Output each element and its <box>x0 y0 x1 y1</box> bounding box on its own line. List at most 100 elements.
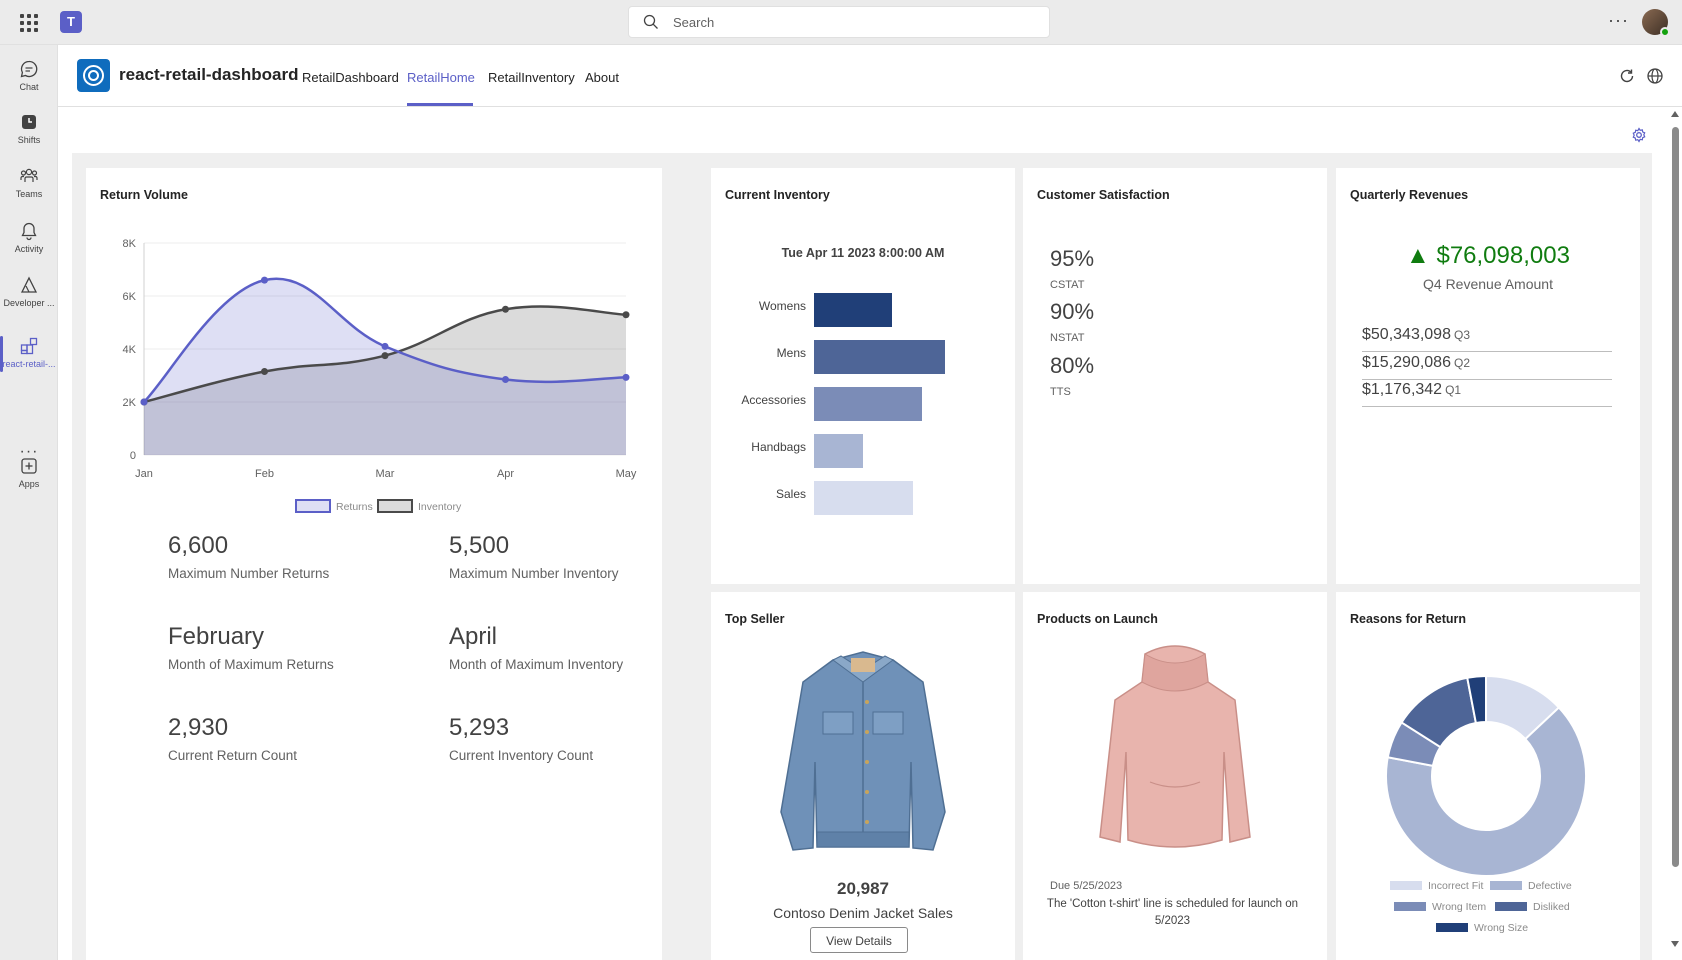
rail-label: Developer ... <box>3 298 55 308</box>
cs-value: 90% <box>1050 299 1095 324</box>
inventory-date: Tue Apr 11 2023 8:00:00 AM <box>781 246 945 260</box>
more-apps-icon[interactable]: ··· <box>19 443 39 460</box>
products-on-launch-card: Products on Launch Due 5/25/2023 The 'Co… <box>1023 592 1327 960</box>
inventory-bar-chart: Womens Mens Accessories Handbags Sales <box>741 293 945 515</box>
quarterly-revenues-card: Quarterly Revenues ▲ $76,098,003 Q4 Reve… <box>1336 168 1640 584</box>
rail-label: Teams <box>15 189 43 199</box>
app-logo-icon <box>77 59 110 92</box>
teams-logo-icon: T <box>60 11 82 33</box>
tab-retail-inventory[interactable]: RetailInventory <box>488 70 575 85</box>
stat-value: February <box>168 623 265 650</box>
legend-swatch <box>1394 902 1426 911</box>
settings-gear-icon[interactable] <box>1631 127 1647 143</box>
revenue-row: $15,290,086 Q2 <box>1362 354 1612 380</box>
app-content: Return Volume 0 2K 4K 6K 8K Jan Feb Mar Apr May Re… <box>58 107 1682 960</box>
search-placeholder: Search <box>673 15 715 30</box>
q4-revenue-label: Q4 Revenue Amount <box>1423 276 1553 292</box>
stat-value: 6,600 <box>168 532 229 559</box>
top-seller-count: 20,987 <box>837 879 889 898</box>
search-input[interactable]: Search <box>628 6 1050 38</box>
rail-item-developer-portal[interactable]: Developer ... <box>0 267 58 319</box>
rail-label: Apps <box>18 479 40 489</box>
legend-swatch <box>1495 902 1527 911</box>
legend-label: Incorrect Fit <box>1428 880 1484 892</box>
rail-item-react-retail[interactable]: react-retail-... <box>0 328 58 380</box>
data-point <box>381 352 389 360</box>
app-rail: Chat Shifts Teams Activity Developer ...… <box>0 45 58 960</box>
legend-swatch <box>1490 881 1522 890</box>
rail-item-chat[interactable]: Chat <box>0 51 58 103</box>
active-tab-indicator <box>407 103 473 106</box>
rail-item-activity[interactable]: Activity <box>0 213 58 265</box>
x-tick-label: Mar <box>376 468 395 480</box>
stat-label: Maximum Number Inventory <box>449 566 619 581</box>
cs-value: 80% <box>1050 353 1095 378</box>
rail-label: react-retail-... <box>2 359 56 369</box>
legend-label: Disliked <box>1533 901 1570 913</box>
globe-icon[interactable] <box>1646 67 1664 85</box>
add-apps-icon <box>21 458 37 474</box>
top-seller-name: Contoso Denim Jacket Sales <box>773 905 953 921</box>
revenue-row: $1,176,342 Q1 <box>1362 381 1612 407</box>
return-volume-chart: 0 2K 4K 6K 8K Jan Feb Mar Apr May Returns Inventory <box>123 238 637 513</box>
y-tick-label: 4K <box>123 344 137 356</box>
tab-retail-dashboard[interactable]: RetailDashboard <box>302 70 399 85</box>
app-launcher-icon[interactable] <box>18 12 40 34</box>
view-details-button[interactable]: View Details <box>810 927 908 953</box>
bar-category-label: Womens <box>759 299 806 313</box>
tab-retail-home[interactable]: RetailHome <box>407 70 475 85</box>
data-point <box>502 375 509 383</box>
scroll-up-icon[interactable] <box>1671 111 1679 117</box>
data-point <box>261 276 268 284</box>
search-icon <box>643 14 658 29</box>
inventory-bar <box>814 434 863 468</box>
donut-slice <box>1466 674 1487 725</box>
card-title: Customer Satisfaction <box>1037 188 1170 202</box>
more-options-icon[interactable]: ··· <box>1608 10 1629 30</box>
q4-revenue-value: ▲ $76,098,003 <box>1406 242 1570 269</box>
y-tick-label: 8K <box>123 238 137 250</box>
refresh-icon[interactable] <box>1618 67 1636 85</box>
stat-value: 5,293 <box>449 714 510 741</box>
bar-category-label: Handbags <box>751 440 806 454</box>
dashboard-grid: Return Volume 0 2K 4K 6K 8K Jan Feb Mar Apr May Re… <box>72 153 1652 960</box>
scrollbar-thumb[interactable] <box>1672 127 1679 867</box>
legend-label: Inventory <box>418 501 462 513</box>
data-point <box>140 398 148 406</box>
app-grid-icon <box>20 337 38 355</box>
bar-category-label: Sales <box>776 487 806 501</box>
x-tick-label: Feb <box>255 468 274 480</box>
vertical-scrollbar[interactable] <box>1669 107 1682 960</box>
revenue-value: $1,176,342 <box>1362 381 1443 398</box>
stat-label: Month of Maximum Inventory <box>449 657 624 672</box>
customer-satisfaction-card: Customer Satisfaction 95% CSTAT 90% NSTA… <box>1023 168 1327 584</box>
rail-label: Activity <box>14 244 44 254</box>
teams-icon <box>20 168 38 182</box>
bar-category-label: Mens <box>777 346 806 360</box>
revenue-row: $50,343,098 Q3 <box>1362 326 1612 352</box>
scroll-down-icon[interactable] <box>1671 941 1679 947</box>
stat-label: Current Inventory Count <box>449 748 594 763</box>
rail-item-teams[interactable]: Teams <box>0 158 58 210</box>
launch-description: The 'Cotton t-shirt' line is scheduled f… <box>1046 898 1299 927</box>
reasons-donut-chart: Incorrect Fit Defective Wrong Item Disliked… <box>1385 674 1587 934</box>
revenue-value: $50,343,098 <box>1362 326 1451 343</box>
user-avatar[interactable] <box>1642 9 1670 37</box>
top-seller-card: Top Seller 20,987 Contoso Denim Jacket S… <box>711 592 1015 960</box>
return-volume-card: Return Volume 0 2K 4K 6K 8K Jan Feb Mar Apr May Re… <box>86 168 662 960</box>
y-tick-label: 2K <box>123 397 137 409</box>
legend-label: Wrong Size <box>1474 922 1528 934</box>
revenue-quarter: Q3 <box>1453 328 1470 342</box>
launch-due-date: Due 5/25/2023 <box>1050 880 1123 892</box>
stat-value: 2,930 <box>168 714 229 741</box>
series-line <box>143 277 627 403</box>
rail-item-shifts[interactable]: Shifts <box>0 104 58 156</box>
app-title: react-retail-dashboard <box>119 65 299 84</box>
rail-item-apps[interactable]: Apps <box>0 448 58 500</box>
revenue-quarter: Q2 <box>1453 356 1470 370</box>
tab-about[interactable]: About <box>585 70 619 85</box>
cs-label: TTS <box>1050 386 1071 398</box>
donut-slice <box>1385 706 1587 877</box>
y-tick-label: 0 <box>130 450 136 462</box>
presence-available-icon <box>1660 27 1670 37</box>
